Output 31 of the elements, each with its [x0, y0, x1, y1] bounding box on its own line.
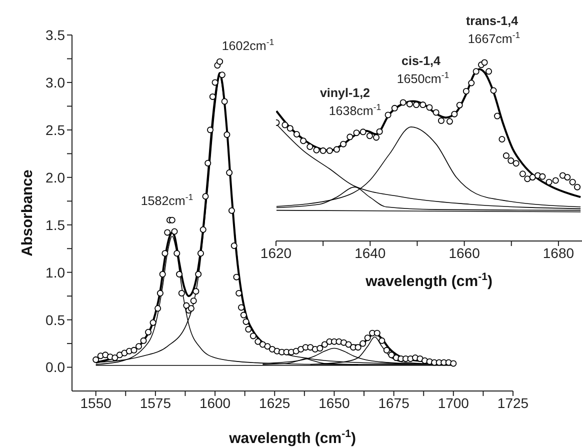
annotation: 1638cm$^{-1}$ [328, 102, 382, 118]
y-axis-title: Absorbance [19, 170, 36, 256]
x-tick-label: 1675 [378, 394, 410, 411]
y-tick-label: 0.5 [46, 312, 66, 328]
y-tick-label: 1.0 [46, 264, 66, 280]
annotation: cis-1,4 [402, 54, 441, 68]
x-tick-label: 1620 [260, 244, 292, 261]
y-tick-label: 3.5 [46, 26, 66, 43]
x-axis-title: wavelength (cm$^{-1}$) [228, 428, 356, 447]
x-tick-label: 1650 [318, 394, 350, 411]
x-tick-label: 1575 [140, 394, 172, 411]
x-tick-label: 1550 [80, 394, 112, 411]
x-tick-label: 1625 [259, 394, 290, 411]
x-axis-title: wavelength (cm$^{-1}$) [364, 271, 492, 290]
annotation: 1582cm$^{-1}$ [140, 192, 194, 208]
x-tick-label: 1680 [542, 244, 574, 261]
x-tick-label: 1700 [438, 394, 470, 411]
x-tick-label: 1660 [448, 244, 480, 261]
annotation: vinyl-1,2 [320, 86, 370, 100]
annotation: 1667cm$^{-1}$ [468, 30, 520, 46]
text: trans-1,4 [466, 14, 518, 28]
y-tick-label: 3.0 [46, 74, 66, 90]
annotation: 1650cm$^{-1}$ [396, 70, 450, 86]
y-tick-label: 0.0 [46, 359, 66, 376]
y-tick-label: 2.5 [46, 122, 66, 138]
y-tick-label: 1.5 [46, 216, 66, 233]
y-tick-label: 2.0 [46, 169, 66, 186]
x-tick-label: 1600 [199, 394, 231, 411]
annotation: 1602cm$^{-1}$ [222, 37, 274, 53]
x-tick-label: 1640 [354, 244, 386, 261]
x-tick-label: 1725 [497, 394, 529, 411]
